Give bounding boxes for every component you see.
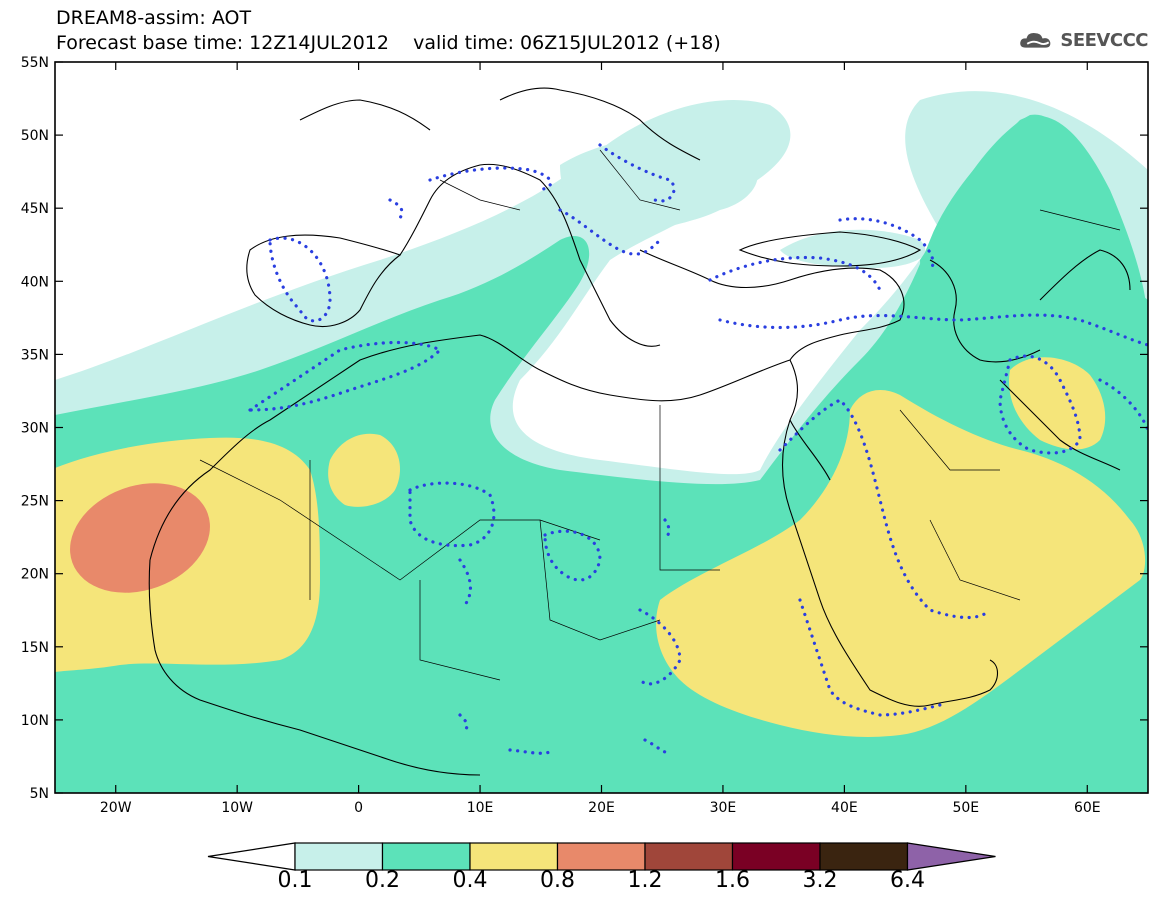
- lon-tick-label: 50E: [952, 800, 979, 816]
- aot-level-0.1-europe: [560, 136, 758, 245]
- aot-level-0.4-sahara-blob: [328, 433, 400, 507]
- colorbar-segment: [469, 842, 559, 871]
- colorbar-label: 0.1: [277, 868, 313, 893]
- map-axes: 55N 50N 45N 40N 35N 30N 25N 20N 15N 10N 5N 20W 10W 0 1…: [21, 55, 1148, 816]
- colorbar: [207, 842, 996, 871]
- colorbar-label: 0.4: [452, 868, 488, 893]
- colorbar-segment: [731, 842, 821, 871]
- lat-tick-label: 35N: [21, 347, 49, 363]
- aot-level-0.4-arabia: [656, 390, 1146, 737]
- lat-tick-label: 5N: [30, 786, 49, 802]
- map-subtitle: Forecast base time: 12Z14JUL2012 valid t…: [56, 32, 721, 54]
- lat-tick-label: 50N: [21, 128, 49, 144]
- country-borders: [199, 149, 1121, 681]
- coastlines: [148, 87, 1131, 776]
- colorbar-segment: [556, 842, 646, 871]
- lon-tick-label: 20E: [588, 800, 615, 816]
- colorbar-label: 1.6: [715, 868, 750, 893]
- lon-tick-label: 10E: [467, 800, 494, 816]
- aot-level-0.8-region: [70, 483, 210, 593]
- seevccc-logo: SEEVCCC: [1018, 26, 1148, 54]
- map-title: DREAM8-assim: AOT: [56, 7, 252, 29]
- colorbar-label: 0.2: [365, 868, 400, 893]
- aot-field: [55, 91, 1148, 793]
- dotted-contours: [248, 143, 1148, 755]
- lon-tick-label: 30E: [710, 800, 737, 816]
- lon-tick-label: 40E: [831, 800, 858, 816]
- lon-tick-label: 0: [354, 800, 363, 816]
- lon-tick-label: 10W: [221, 800, 253, 816]
- colorbar-high-arrow: [906, 842, 996, 871]
- colorbar-label: 6.4: [890, 868, 925, 893]
- colorbar-segment: [644, 842, 734, 871]
- colorbar-label: 0.8: [540, 868, 575, 893]
- lat-tick-label: 55N: [21, 55, 49, 71]
- lat-tick-label: 30N: [21, 421, 49, 437]
- lon-tick-label: 20W: [100, 800, 132, 816]
- lat-tick-label: 25N: [21, 494, 49, 510]
- colorbar-label: 3.2: [802, 868, 838, 893]
- aot-level-0.4-gulf: [1009, 357, 1106, 450]
- lat-tick-label: 40N: [21, 274, 49, 290]
- colorbar-segment: [819, 842, 909, 871]
- lat-tick-label: 15N: [21, 640, 49, 656]
- colorbar-label: 1.2: [627, 868, 663, 893]
- aot-level-0.2-caspian: [920, 114, 1148, 361]
- lat-tick-label: 45N: [21, 201, 49, 217]
- lat-tick-label: 20N: [21, 567, 49, 583]
- colorbar-segment: [381, 842, 471, 871]
- lat-tick-label: 10N: [21, 713, 49, 729]
- logo-text: SEEVCCC: [1060, 29, 1148, 51]
- lon-tick-label: 60E: [1074, 800, 1101, 816]
- colorbar-segment: [294, 842, 384, 871]
- cloud-icon: [1020, 33, 1051, 48]
- colorbar-low-arrow: [207, 842, 296, 871]
